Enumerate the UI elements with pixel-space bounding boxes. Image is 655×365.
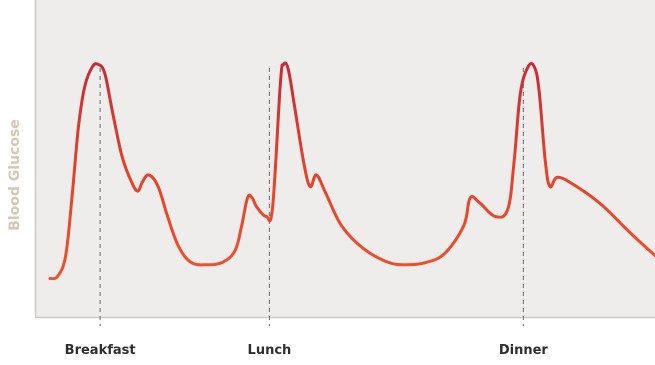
plot-area (35, 0, 655, 317)
y-axis-label: Blood Glucose (7, 119, 23, 231)
x-tick-label-lunch: Lunch (248, 343, 292, 358)
blood-glucose-series-line (48, 61, 655, 281)
x-tick-label-dinner: Dinner (499, 343, 549, 358)
x-tick-label-breakfast: Breakfast (65, 343, 136, 358)
meal-guides (99, 68, 524, 326)
x-tick-labels: Breakfast Lunch Dinner (65, 343, 549, 358)
